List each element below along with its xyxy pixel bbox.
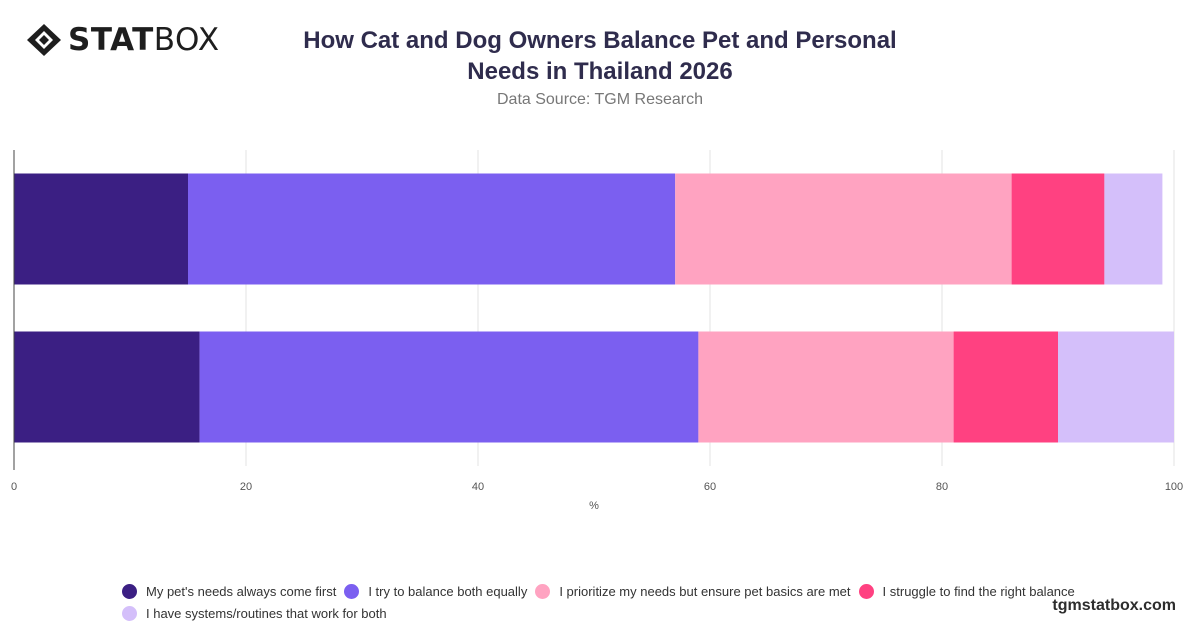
bar-segment xyxy=(188,173,676,285)
legend-swatch xyxy=(344,583,360,599)
diamond-logo-icon xyxy=(27,24,61,56)
bar-segment xyxy=(953,331,1058,443)
legend-swatch xyxy=(858,583,874,599)
bar-segment xyxy=(698,331,954,443)
stacked-bar-chart: 0 20 40 60 80 100% xyxy=(11,150,1183,512)
legend-swatch xyxy=(122,605,137,621)
bar-segment xyxy=(1104,173,1163,285)
legend-item[interactable]: I have systems/routines that work for bo… xyxy=(122,605,387,621)
bar-segment xyxy=(14,173,188,285)
bar-segment xyxy=(199,331,699,443)
legend-swatch xyxy=(535,583,551,599)
chart-legend: My pet's needs always come first I try to… xyxy=(122,580,1102,624)
bar-segment xyxy=(14,331,200,443)
x-tick-label: 60 xyxy=(704,481,716,493)
statbox-logo: STATBOX xyxy=(26,22,220,58)
legend-label: I try to balance both equally xyxy=(368,583,528,599)
legend-row: My pet's needs always come first I try to… xyxy=(122,580,1102,602)
bar-segment xyxy=(1011,173,1105,285)
x-tick-label: 80 xyxy=(936,481,948,493)
legend-swatch xyxy=(122,583,137,599)
chart-subtitle: Data Source: TGM Research xyxy=(496,91,703,108)
legend-item[interactable]: I prioritize my needs but ensure pet bas… xyxy=(535,583,851,599)
legend-item[interactable]: I struggle to find the right balance xyxy=(858,583,1075,599)
legend-label: I prioritize my needs but ensure pet bas… xyxy=(559,583,851,599)
x-tick-label: 20 xyxy=(240,481,252,493)
x-axis-label: % xyxy=(589,500,599,512)
bar-segment xyxy=(1058,331,1174,443)
bar-segment xyxy=(675,173,1012,285)
site-credit: tgmstatbox.com xyxy=(1052,597,1176,614)
legend-item[interactable]: I try to balance both equally xyxy=(344,583,528,599)
x-tick-label: 0 xyxy=(11,481,17,493)
legend-label: I have systems/routines that work for bo… xyxy=(146,605,387,621)
legend-label: My pet's needs always come first xyxy=(146,583,337,599)
x-tick-label: 100 xyxy=(1165,481,1183,493)
logo-wordmark: STATBOX xyxy=(68,22,220,58)
chart-title: How Cat and Dog Owners Balance Pet and P… xyxy=(303,27,897,85)
legend-item[interactable]: My pet's needs always come first xyxy=(122,583,337,599)
x-tick-label: 40 xyxy=(472,481,484,493)
legend-label: I struggle to find the right balance xyxy=(882,583,1075,599)
legend-row: I have systems/routines that work for bo… xyxy=(122,602,1102,624)
